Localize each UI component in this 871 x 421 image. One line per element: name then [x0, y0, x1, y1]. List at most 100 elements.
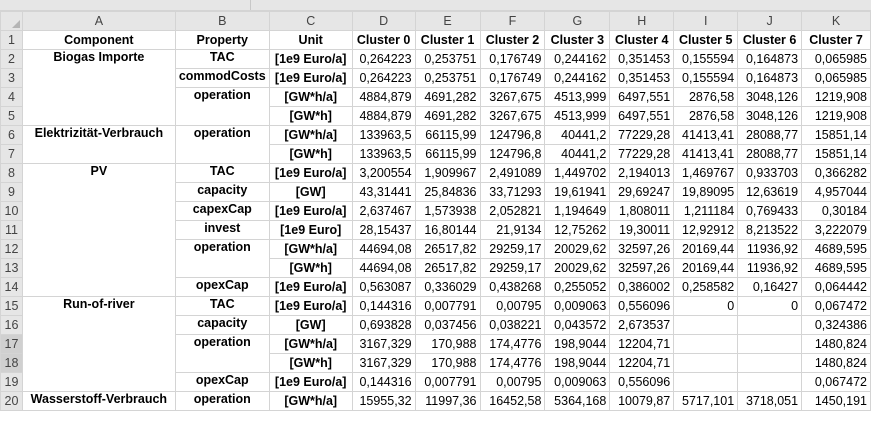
value-cell[interactable]: 0,00795 [479, 372, 546, 392]
unit-cell[interactable]: [1e9 Euro/a] [268, 296, 353, 316]
column-header[interactable]: K [801, 11, 871, 31]
row-header[interactable]: 8 [0, 163, 23, 183]
value-cell[interactable]: 21,9134 [479, 220, 546, 240]
value-cell[interactable]: 174,4776 [479, 353, 546, 373]
value-cell[interactable]: 3167,329 [351, 334, 416, 354]
row-header[interactable]: 3 [0, 68, 23, 88]
value-cell[interactable]: 133963,5 [351, 125, 416, 145]
value-cell[interactable]: 32597,26 [609, 239, 675, 259]
value-cell[interactable]: 0,244162 [544, 68, 611, 88]
value-cell[interactable]: 0,693828 [351, 315, 416, 335]
value-cell[interactable]: 1,211184 [673, 201, 739, 221]
value-cell[interactable]: 28088,77 [737, 144, 803, 164]
value-cell[interactable]: 0,336029 [414, 277, 481, 297]
value-cell[interactable]: 174,4776 [479, 334, 546, 354]
value-cell[interactable]: 11936,92 [737, 258, 803, 278]
row-header[interactable]: 4 [0, 87, 23, 107]
value-cell[interactable]: 0,563087 [351, 277, 416, 297]
value-cell[interactable]: 0,065985 [801, 49, 871, 69]
value-cell[interactable]: 15955,32 [351, 391, 416, 411]
value-cell[interactable]: 0,038221 [479, 315, 546, 335]
unit-cell[interactable]: [1e9 Euro/a] [268, 49, 353, 69]
unit-cell[interactable]: [GW*h] [268, 106, 353, 126]
value-cell[interactable]: 0,144316 [351, 296, 416, 316]
property-cell[interactable]: operation [174, 87, 270, 126]
value-cell[interactable] [673, 315, 739, 335]
header-cell-cluster[interactable]: Cluster 5 [673, 30, 739, 50]
row-header[interactable]: 15 [0, 296, 23, 316]
value-cell[interactable]: 3,222079 [801, 220, 871, 240]
value-cell[interactable]: 29259,17 [479, 239, 546, 259]
component-cell[interactable]: Biogas Importe [21, 49, 176, 126]
value-cell[interactable]: 0,351453 [609, 49, 675, 69]
column-header[interactable]: F [479, 11, 546, 31]
value-cell[interactable]: 1480,824 [801, 334, 871, 354]
value-cell[interactable]: 0,064442 [801, 277, 871, 297]
value-cell[interactable]: 12204,71 [609, 334, 675, 354]
column-header[interactable]: C [268, 11, 353, 31]
property-cell[interactable]: invest [174, 220, 270, 240]
value-cell[interactable]: 40441,2 [544, 144, 611, 164]
value-cell[interactable]: 66115,99 [414, 125, 481, 145]
value-cell[interactable]: 1,909967 [414, 163, 481, 183]
value-cell[interactable]: 0,164873 [737, 68, 803, 88]
unit-cell[interactable]: [1e9 Euro/a] [268, 201, 353, 221]
unit-cell[interactable]: [GW*h/a] [268, 391, 353, 411]
unit-cell[interactable]: [GW*h] [268, 353, 353, 373]
unit-cell[interactable]: [GW*h/a] [268, 239, 353, 259]
unit-cell[interactable]: [GW*h/a] [268, 125, 353, 145]
value-cell[interactable]: 0,037456 [414, 315, 481, 335]
value-cell[interactable]: 0,351453 [609, 68, 675, 88]
unit-cell[interactable]: [1e9 Euro] [268, 220, 353, 240]
value-cell[interactable]: 4691,282 [414, 87, 481, 107]
value-cell[interactable]: 0,264223 [351, 68, 416, 88]
property-cell[interactable]: operation [174, 125, 270, 164]
value-cell[interactable]: 5717,101 [673, 391, 739, 411]
value-cell[interactable]: 33,71293 [479, 182, 546, 202]
unit-cell[interactable]: [1e9 Euro/a] [268, 163, 353, 183]
column-header[interactable]: B [174, 11, 270, 31]
value-cell[interactable]: 20029,62 [544, 239, 611, 259]
value-cell[interactable]: 2,052821 [479, 201, 546, 221]
row-header[interactable]: 20 [0, 391, 23, 411]
select-all-corner[interactable] [0, 11, 23, 31]
value-cell[interactable]: 0,009063 [544, 372, 611, 392]
value-cell[interactable]: 0,264223 [351, 49, 416, 69]
header-cell-cluster[interactable]: Cluster 1 [414, 30, 481, 50]
property-cell[interactable]: capexCap [174, 201, 270, 221]
value-cell[interactable]: 44694,08 [351, 258, 416, 278]
value-cell[interactable]: 3048,126 [737, 106, 803, 126]
value-cell[interactable]: 1,573938 [414, 201, 481, 221]
value-cell[interactable]: 43,31441 [351, 182, 416, 202]
header-cell-cluster[interactable]: Cluster 0 [351, 30, 416, 50]
component-cell[interactable]: PV [21, 163, 176, 297]
value-cell[interactable]: 0,144316 [351, 372, 416, 392]
column-header[interactable]: I [673, 11, 739, 31]
value-cell[interactable]: 41413,41 [673, 125, 739, 145]
value-cell[interactable]: 2,637467 [351, 201, 416, 221]
value-cell[interactable]: 6497,551 [609, 87, 675, 107]
value-cell[interactable]: 29259,17 [479, 258, 546, 278]
value-cell[interactable]: 0,176749 [479, 49, 546, 69]
value-cell[interactable]: 0,556096 [609, 372, 675, 392]
value-cell[interactable]: 20169,44 [673, 239, 739, 259]
value-cell[interactable]: 0 [737, 296, 803, 316]
value-cell[interactable]: 44694,08 [351, 239, 416, 259]
value-cell[interactable]: 0,043572 [544, 315, 611, 335]
property-cell[interactable]: operation [174, 239, 270, 278]
value-cell[interactable]: 19,89095 [673, 182, 739, 202]
value-cell[interactable]: 0,164873 [737, 49, 803, 69]
value-cell[interactable]: 8,213522 [737, 220, 803, 240]
value-cell[interactable]: 2,491089 [479, 163, 546, 183]
value-cell[interactable]: 0,067472 [801, 296, 871, 316]
value-cell[interactable]: 19,30011 [609, 220, 675, 240]
property-cell[interactable]: opexCap [174, 372, 270, 392]
unit-cell[interactable]: [GW*h] [268, 258, 353, 278]
header-cell-cluster[interactable]: Cluster 3 [544, 30, 611, 50]
value-cell[interactable]: 0,933703 [737, 163, 803, 183]
unit-cell[interactable]: [GW*h/a] [268, 334, 353, 354]
row-header[interactable]: 19 [0, 372, 23, 392]
value-cell[interactable]: 1450,191 [801, 391, 871, 411]
value-cell[interactable]: 4513,999 [544, 87, 611, 107]
row-header[interactable]: 13 [0, 258, 23, 278]
